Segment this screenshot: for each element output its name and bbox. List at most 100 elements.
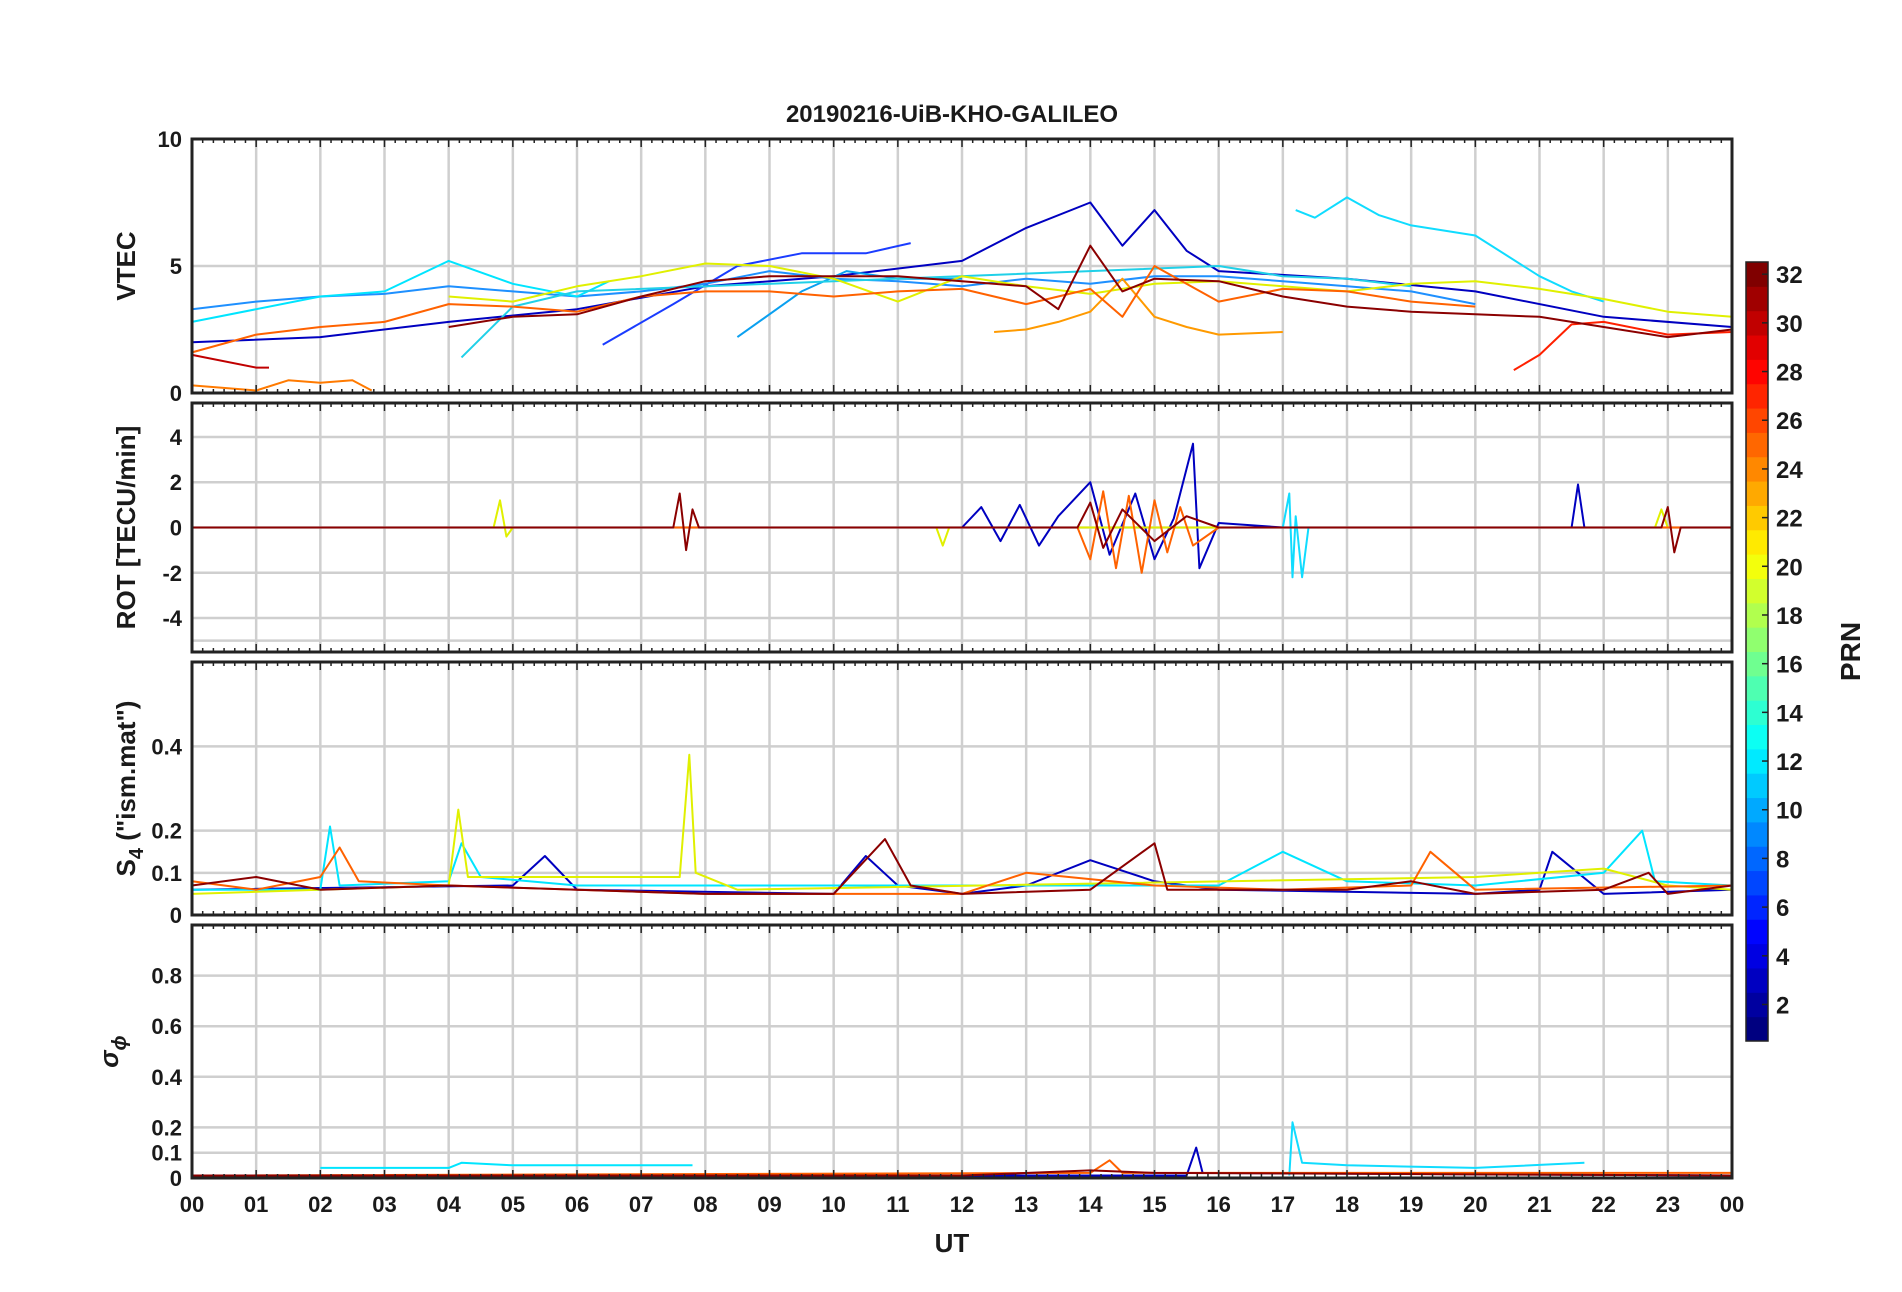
panel-s4: 0 0.1 0.2 0.4S4 ("ism.mat"): [111, 660, 1734, 928]
colorbar-segment: [1746, 627, 1768, 652]
colorbar-tick-label: 16: [1776, 652, 1803, 679]
colorbar-segment: [1746, 602, 1768, 628]
colorbar-segment: [1746, 286, 1768, 312]
colorbar-segment: [1746, 383, 1768, 409]
x-tick-label: 04: [436, 1192, 461, 1217]
colorbar-tick-label: 20: [1776, 554, 1803, 581]
colorbar-tick-label: 10: [1776, 798, 1803, 825]
colorbar-segment: [1746, 967, 1768, 993]
x-tick-label: 01: [244, 1192, 268, 1217]
panel-rot: -4 -2 0 2 4 ROT [TECU/min]: [111, 401, 1734, 654]
y-tick-label: 0.4: [151, 734, 182, 759]
panel-frame: [190, 137, 1734, 395]
x-tick-label: 08: [693, 1192, 717, 1217]
y-tick-label: -2: [162, 561, 182, 586]
series-line-prn-24: [191, 379, 373, 392]
colorbar-tick-label: 28: [1776, 360, 1803, 387]
colorbar-segment: [1746, 262, 1768, 287]
colorbar-segment: [1746, 651, 1768, 677]
series-line-prn-23: [994, 277, 1283, 336]
colorbar-segment: [1746, 724, 1768, 750]
y-axis-label: σϕ: [94, 1035, 131, 1067]
x-tick-label: 20: [1463, 1192, 1487, 1217]
series-line-prn-12: [191, 259, 610, 323]
figure-title: 20190216-UiB-KHO-GALILEO: [786, 101, 1118, 128]
y-axis-label: S4 ("ism.mat"): [111, 701, 148, 877]
colorbar-segment: [1746, 919, 1768, 945]
colorbar-segment: [1746, 1016, 1768, 1042]
x-tick-label: 12: [950, 1192, 974, 1217]
series-line-prn-20: [191, 753, 1733, 895]
y-tick-label: 0: [170, 1166, 182, 1191]
x-tick-label: 22: [1591, 1192, 1615, 1217]
y-axis-label: ROT [TECU/min]: [111, 426, 141, 630]
y-tick-label: 0.1: [151, 1141, 182, 1166]
colorbar-segment: [1746, 505, 1768, 531]
colorbar-tick-label: 24: [1776, 457, 1803, 484]
x-tick-label: 00: [1720, 1192, 1744, 1217]
colorbar-segment: [1746, 456, 1768, 482]
colorbar-segment: [1746, 578, 1768, 604]
colorbar-tick-label: 30: [1776, 311, 1803, 338]
colorbar-segment: [1746, 310, 1768, 336]
panel-frame: [190, 660, 1734, 917]
y-tick-label: 5: [170, 254, 182, 279]
colorbar-segment: [1746, 773, 1768, 799]
colorbar-tick-label: 6: [1776, 895, 1789, 922]
y-tick-label: 0.6: [151, 1014, 182, 1039]
y-tick-label: 0.4: [151, 1065, 182, 1090]
x-tick-label: 10: [821, 1192, 845, 1217]
colorbar-segment: [1746, 529, 1768, 555]
colorbar-tick-label: 8: [1776, 846, 1789, 873]
x-tick-label: 00: [180, 1192, 204, 1217]
colorbar-segment: [1746, 432, 1768, 458]
series-line-prn-5: [602, 242, 911, 346]
series-line-prn-13: [1295, 196, 1605, 303]
x-tick-label: 03: [372, 1192, 396, 1217]
panel-frame: [190, 923, 1734, 1180]
colorbar-tick-label: 18: [1776, 603, 1803, 630]
x-tick-label: 09: [757, 1192, 781, 1217]
colorbar-segment: [1746, 943, 1768, 969]
colorbar-tick-label: 2: [1776, 992, 1789, 1019]
panel-vtec: 0 5 10 VTEC: [111, 127, 1734, 406]
y-tick-label: 0.8: [151, 964, 182, 989]
y-tick-label: 2: [170, 470, 182, 495]
series-line-prn-13: [1281, 492, 1732, 579]
y-tick-label: 0: [170, 903, 182, 928]
y-tick-label: 4: [170, 425, 183, 450]
y-tick-label: 10: [158, 127, 182, 152]
series-line-prn-29: [1513, 320, 1733, 371]
colorbar-frame: [1745, 261, 1769, 1042]
colorbar-segment: [1746, 481, 1768, 506]
colorbar-segment: [1746, 797, 1768, 823]
series-line-prn-32: [448, 244, 1733, 339]
colorbar-label: PRN: [1835, 622, 1866, 681]
x-tick-label: 17: [1271, 1192, 1295, 1217]
colorbar-segment: [1746, 335, 1768, 360]
x-tick-label: 13: [1014, 1192, 1038, 1217]
colorbar-segment: [1746, 894, 1768, 920]
colorbar-segment: [1746, 408, 1768, 433]
series-line-prn-20: [492, 499, 1669, 547]
colorbar-segment: [1746, 992, 1768, 1018]
x-tick-label: 06: [565, 1192, 589, 1217]
series-line-prn-31: [191, 353, 269, 369]
colorbar-segment: [1746, 675, 1768, 701]
y-tick-label: 0.2: [151, 1115, 182, 1140]
x-tick-label: 11: [886, 1192, 909, 1217]
colorbar-segment: [1746, 870, 1768, 896]
series-line-prn-12: [320, 1161, 693, 1169]
colorbar-segment: [1746, 359, 1768, 385]
colorbar-segment: [1746, 821, 1768, 847]
colorbar-tick-label: 4: [1776, 944, 1790, 971]
colorbar-tick-label: 14: [1776, 700, 1803, 727]
colorbar-segment: [1746, 748, 1768, 774]
series-line-prn-20: [448, 262, 1733, 318]
y-tick-label: 0: [170, 516, 182, 541]
x-axis-label: UT: [935, 1228, 970, 1258]
panel-sigma_phi: 00.10.2 0.4 0.6 0.8 σϕ: [94, 923, 1734, 1191]
x-tick-label: 18: [1335, 1192, 1359, 1217]
